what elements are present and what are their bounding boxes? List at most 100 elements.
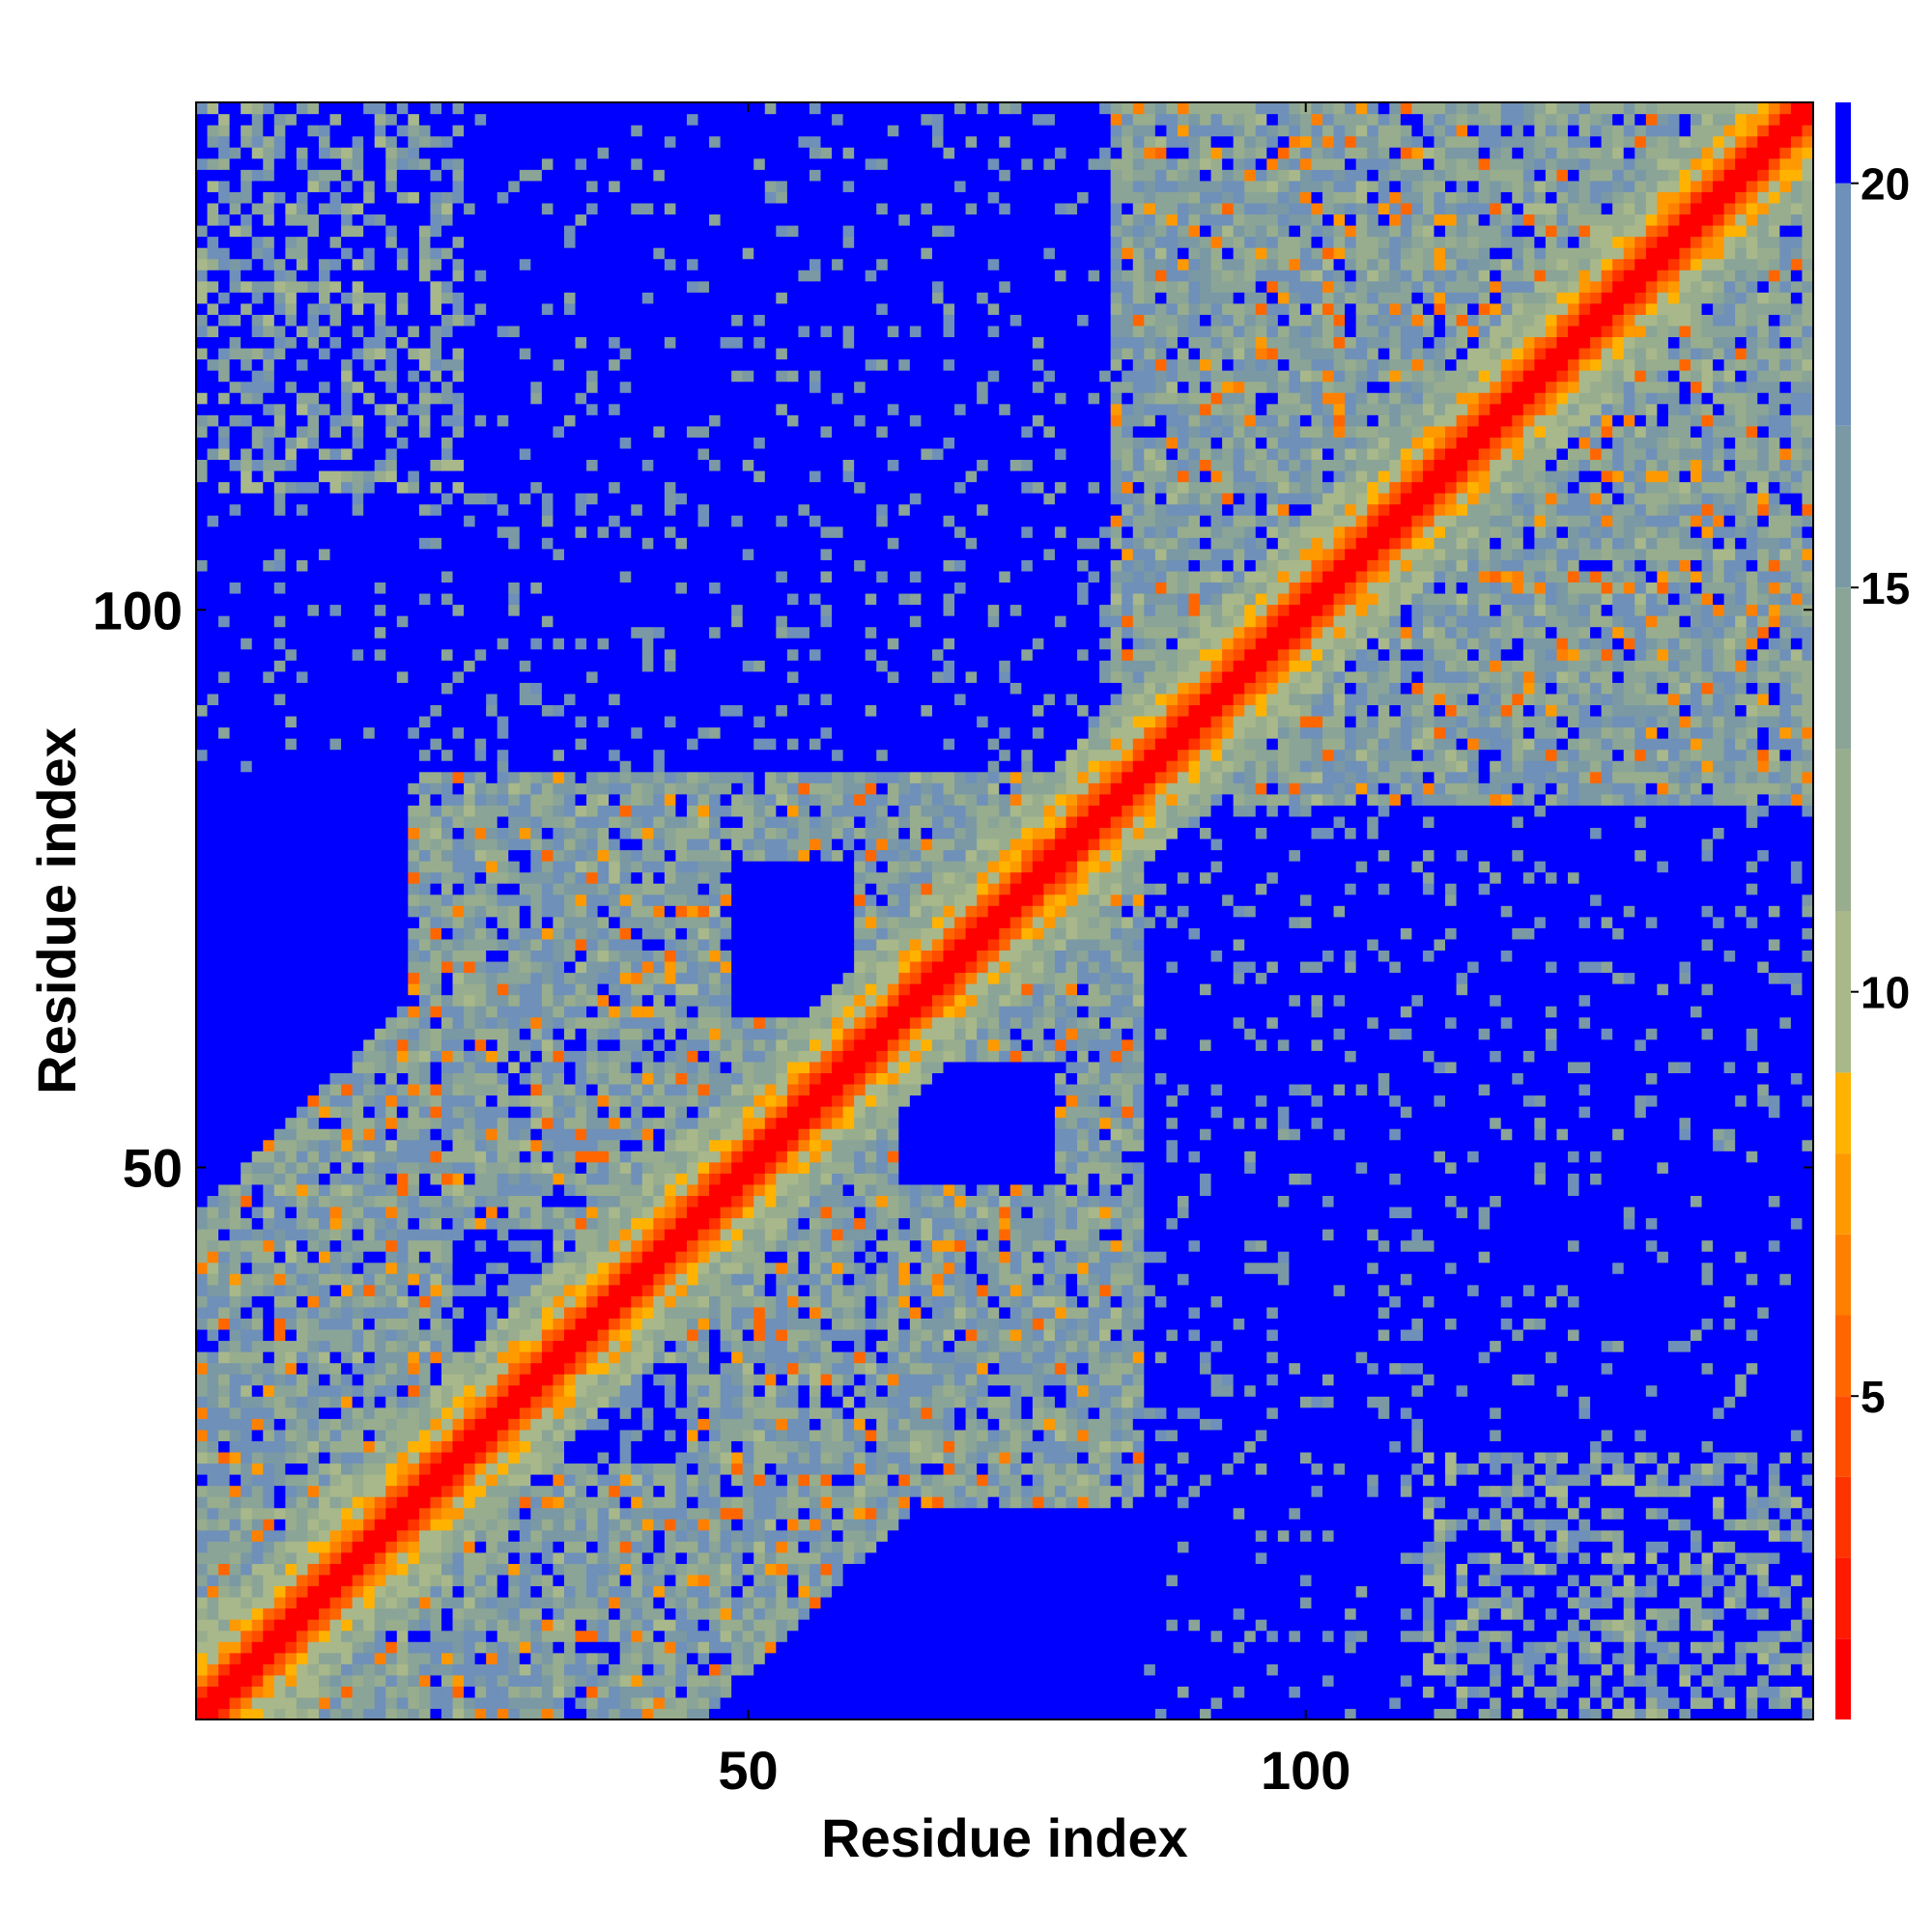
heatmap-cell	[709, 1529, 722, 1542]
heatmap-cell	[1233, 1396, 1245, 1408]
heatmap-cell	[1757, 1551, 1770, 1564]
heatmap-cell	[1422, 1485, 1435, 1497]
heatmap-cell	[653, 1541, 666, 1553]
heatmap-cell	[1467, 1463, 1480, 1475]
heatmap-cell	[1634, 1496, 1647, 1509]
heatmap-cell	[430, 1418, 442, 1431]
heatmap-cell	[418, 1440, 432, 1453]
heatmap-cell	[1289, 1696, 1301, 1710]
heatmap-cell	[1043, 1451, 1056, 1464]
heatmap-cell	[586, 1597, 599, 1609]
heatmap-cell	[1021, 1396, 1034, 1408]
heatmap-cell	[1667, 1384, 1681, 1397]
heatmap-cell	[641, 1474, 654, 1487]
heatmap-cell	[1311, 1708, 1323, 1720]
heatmap-cell	[609, 1507, 621, 1520]
heatmap-cell	[464, 1474, 476, 1487]
heatmap-cell	[486, 1708, 498, 1720]
heatmap-cell	[686, 1519, 699, 1531]
heatmap-cell	[619, 1574, 632, 1587]
heatmap-cell	[1802, 1696, 1814, 1710]
heatmap-cell	[519, 1374, 531, 1386]
heatmap-cell	[1210, 1641, 1223, 1654]
heatmap-cell	[497, 1474, 509, 1487]
heatmap-cell	[832, 1574, 844, 1587]
heatmap-cell	[1345, 1340, 1357, 1352]
heatmap-cell	[697, 1429, 710, 1441]
heatmap-cell	[619, 1641, 632, 1654]
heatmap-cell	[329, 1451, 342, 1464]
heatmap-cell	[1222, 1541, 1235, 1553]
heatmap-cell	[1166, 1429, 1179, 1441]
heatmap-cell	[1634, 1630, 1647, 1642]
heatmap-cell	[1032, 1529, 1044, 1542]
heatmap-cell	[1222, 1374, 1235, 1386]
heatmap-cell	[1099, 1708, 1112, 1720]
heatmap-cell	[854, 1418, 867, 1431]
heatmap-cell	[641, 1429, 654, 1441]
heatmap-cell	[809, 1674, 822, 1687]
heatmap-cell	[1735, 1563, 1747, 1576]
heatmap-cell	[631, 1496, 643, 1509]
heatmap-cell	[876, 1384, 889, 1397]
heatmap-cell	[1534, 1362, 1547, 1375]
heatmap-cell	[664, 1406, 677, 1419]
heatmap-cell	[1634, 1396, 1647, 1408]
heatmap-cell	[1188, 1630, 1201, 1642]
heatmap-cell	[385, 1496, 398, 1509]
heatmap-cell	[452, 1362, 465, 1375]
heatmap-cell	[1277, 1351, 1290, 1364]
heatmap-cell	[1289, 1519, 1301, 1531]
heatmap-cell	[597, 1496, 610, 1509]
heatmap-cell	[1690, 1597, 1703, 1609]
heatmap-cell	[352, 1674, 364, 1687]
heatmap-cell	[1679, 1708, 1691, 1720]
heatmap-cell	[1467, 1429, 1480, 1441]
heatmap-cell	[440, 1641, 454, 1654]
heatmap-cell	[1490, 1396, 1502, 1408]
heatmap-cell	[1568, 1541, 1580, 1553]
heatmap-cell	[541, 1541, 554, 1553]
heatmap-cell	[809, 1686, 822, 1698]
heatmap-cell	[999, 1641, 1011, 1654]
heatmap-cell	[753, 1541, 766, 1553]
heatmap-cell	[1144, 1597, 1156, 1609]
heatmap-cell	[430, 1451, 442, 1464]
heatmap-cell	[1434, 1630, 1446, 1642]
heatmap-cell	[664, 1641, 677, 1654]
heatmap-cell	[954, 1696, 967, 1710]
heatmap-cell	[686, 1574, 699, 1587]
heatmap-cell	[1667, 1607, 1681, 1620]
heatmap-cell	[1779, 1440, 1792, 1453]
heatmap-cell	[909, 1529, 923, 1542]
heatmap-cell	[1534, 1619, 1547, 1632]
heatmap-cell	[1467, 1674, 1480, 1687]
heatmap-cell	[1422, 1607, 1435, 1620]
heatmap-cell	[776, 1485, 788, 1497]
heatmap-cell	[1355, 1474, 1368, 1487]
heatmap-cell	[1122, 1440, 1134, 1453]
heatmap-cell	[1645, 1574, 1658, 1587]
heatmap-cell	[1367, 1674, 1379, 1687]
heatmap-cell	[541, 1474, 554, 1487]
heatmap-cell	[977, 1686, 989, 1698]
heatmap-cell	[586, 1686, 599, 1698]
heatmap-cell	[865, 1652, 877, 1664]
heatmap-cell	[1233, 1641, 1245, 1654]
heatmap-cell	[1456, 1641, 1468, 1654]
heatmap-cell	[798, 1496, 810, 1509]
heatmap-cell	[430, 1429, 442, 1441]
heatmap-cell	[1690, 1529, 1703, 1542]
heatmap-cell	[820, 1496, 833, 1509]
heatmap-cell	[1411, 1663, 1424, 1676]
heatmap-cell	[1522, 1429, 1535, 1441]
heatmap-cell	[530, 1485, 543, 1497]
heatmap-cell	[609, 1340, 621, 1352]
heatmap-cell	[418, 1463, 432, 1475]
heatmap-cell	[1077, 1585, 1090, 1598]
heatmap-cell	[1746, 1652, 1758, 1664]
heatmap-cell	[553, 1597, 565, 1609]
heatmap-cell	[1244, 1663, 1257, 1676]
heatmap-cell	[1132, 1607, 1145, 1620]
